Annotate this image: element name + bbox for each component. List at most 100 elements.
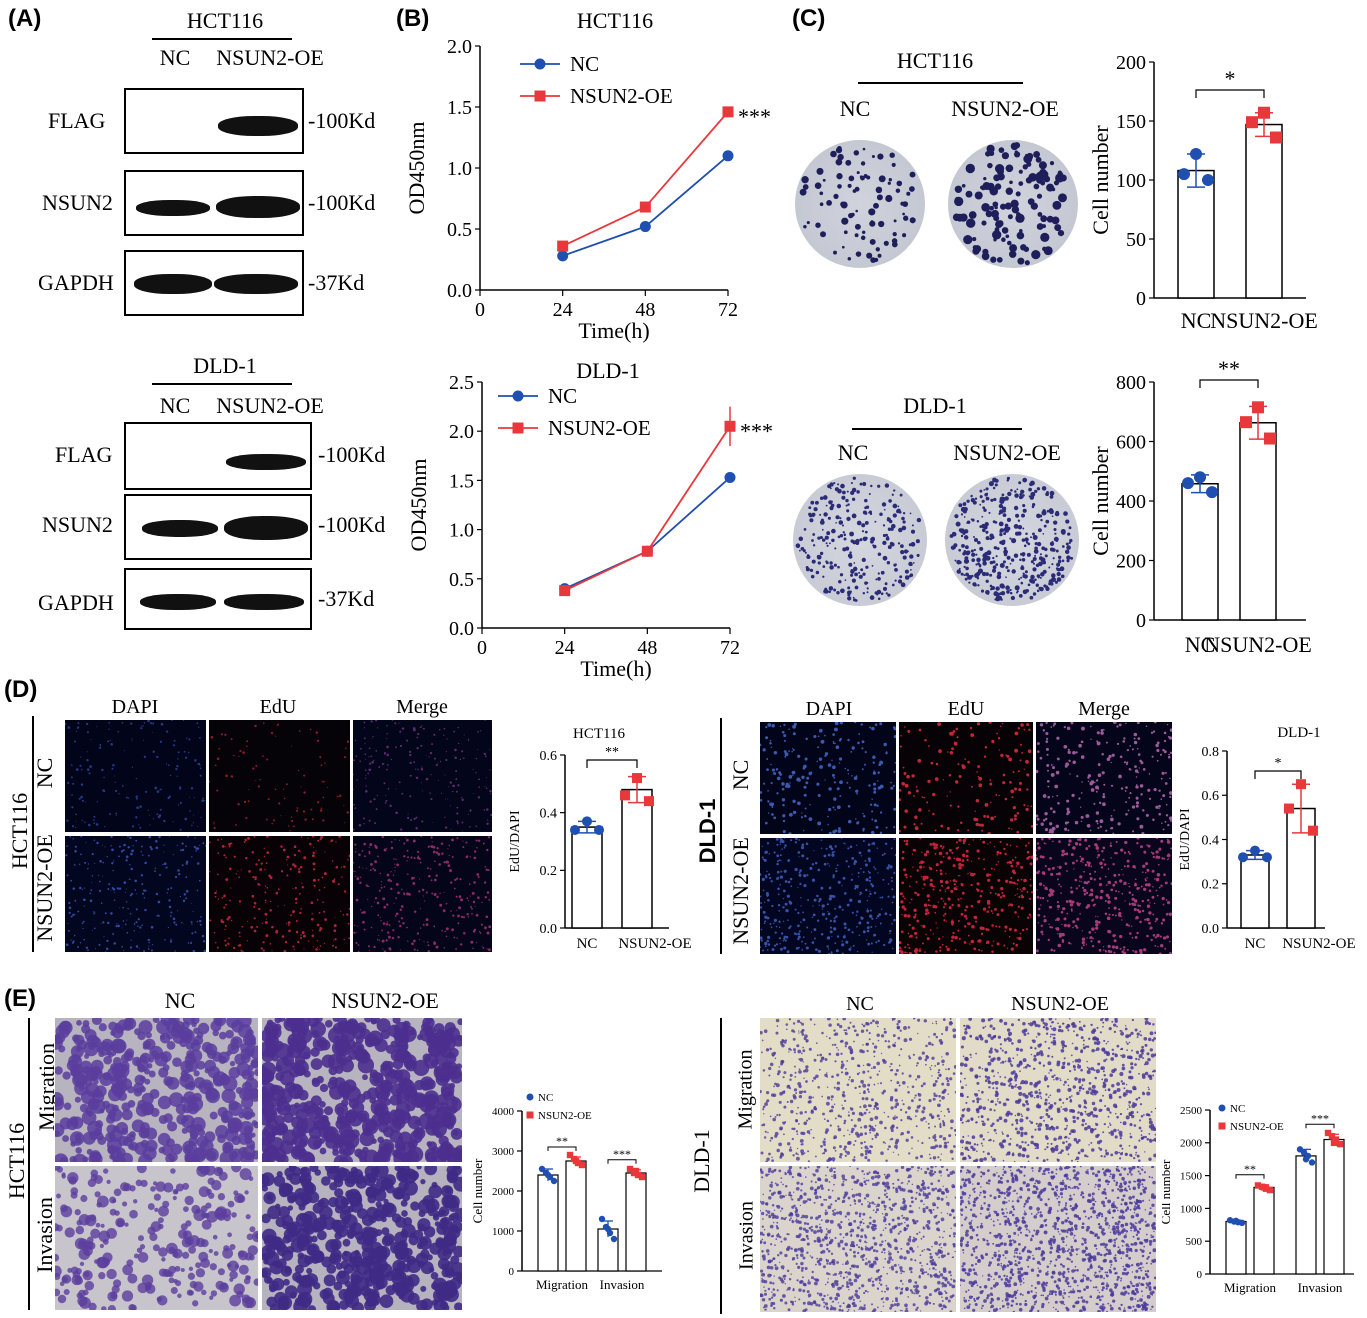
significance-bracket (1235, 1174, 1265, 1179)
data-point (1308, 1159, 1316, 1166)
bar (1177, 169, 1215, 299)
colony-dish-oe (945, 474, 1079, 606)
y-tick-label: 0.2 (1202, 878, 1220, 893)
line-chart-hct116: HCT116 0.0 0.5 1.0 1.5 2.0 0 24 48 72 Time(h) OD450… (404, 8, 771, 343)
y-tick-label: 2000 (1180, 1138, 1203, 1150)
colony-group-nc: NC (839, 96, 871, 121)
legend-label: NSUN2-OE (1230, 1121, 1284, 1133)
y-tick-label: 0 (1136, 288, 1146, 310)
significance-marker: *** (1311, 1111, 1329, 1125)
y-axis-label: OD450nm (406, 459, 431, 552)
blot-cell-line: DLD-1 (193, 353, 257, 378)
blot-image (124, 422, 312, 490)
transwell-row-label: Migration (734, 1049, 757, 1130)
y-tick-label: 0.4 (1202, 833, 1220, 848)
data-point (1206, 486, 1218, 499)
panel-label-b: (B) (396, 5, 430, 32)
significance-bracket (1195, 89, 1265, 98)
y-tick-label: 200 (1116, 551, 1146, 573)
bar (571, 826, 603, 929)
y-tick-label: 0.8 (1202, 745, 1220, 760)
blot-group-nc: NC (159, 45, 191, 70)
y-tick-label: 0 (509, 1266, 515, 1278)
significance-marker: *** (738, 104, 771, 129)
data-point (1262, 852, 1272, 863)
blot-size-marker: -37Kd (318, 586, 375, 611)
data-point (1332, 1136, 1340, 1143)
y-axis-label: EdU/DAPI (508, 810, 523, 873)
data-point (559, 585, 571, 597)
data-point (1328, 1133, 1336, 1140)
data-point (634, 1171, 642, 1179)
data-point (544, 1171, 552, 1179)
y-tick-label: 0.5 (447, 219, 472, 241)
x-tick-label: 72 (718, 299, 738, 321)
blot-row-label: FLAG (48, 108, 106, 133)
data-point (610, 1235, 618, 1243)
colony-group-oe: NSUN2-OE (953, 440, 1061, 465)
legend-label: NSUN2-OE (538, 1110, 592, 1122)
blot-image (124, 568, 312, 630)
transwell-row-label: Invasion (735, 1201, 758, 1270)
colony-cell-line: DLD-1 (903, 393, 967, 418)
significance-bracket (1254, 770, 1302, 779)
data-point (1250, 845, 1260, 856)
data-point (626, 1165, 634, 1173)
significance-marker: *** (740, 418, 773, 443)
edu-col-label: DAPI (111, 696, 159, 718)
data-point (557, 250, 569, 262)
colony-dish-nc (793, 474, 927, 606)
y-axis-label: EdU/DAPI (1178, 808, 1193, 871)
bar-chart-transwell-hct116: 0 1000 2000 3000 4000 Cell number Migration ** I… (472, 1092, 662, 1292)
legend-marker (1218, 1122, 1226, 1130)
x-tick-label: 0 (475, 299, 485, 321)
blot-image (124, 494, 312, 560)
data-point (1252, 401, 1264, 414)
x-tick-label: NC (1185, 632, 1216, 657)
data-point (1238, 852, 1248, 863)
edu-row-label: NC (728, 759, 753, 791)
bar (1240, 854, 1270, 929)
data-point (550, 1177, 558, 1185)
y-tick-label: 100 (1116, 170, 1146, 192)
x-tick-label: Migration (1224, 1280, 1276, 1295)
bar-chart-edu-hct116: HCT116 0.0 0.2 0.4 0.6 EdU/DAPI NC NSUN2-OE ** (508, 726, 692, 952)
y-tick-label: 1500 (1180, 1170, 1203, 1182)
x-tick-label: 24 (555, 637, 575, 659)
bar (1245, 123, 1283, 299)
bar (621, 788, 653, 929)
x-tick-label: NSUN2-OE (1210, 308, 1318, 333)
y-tick-label: 0.5 (449, 569, 474, 591)
blot-row-label: NSUN2 (42, 512, 113, 537)
x-tick-label: Migration (536, 1277, 588, 1292)
x-tick-label: 72 (720, 637, 740, 659)
y-axis-label: OD450nm (404, 122, 429, 215)
legend-label: NC (1230, 1103, 1245, 1115)
blot-row-label: GAPDH (38, 270, 114, 295)
y-tick-label: 0.0 (1202, 922, 1220, 937)
data-point (1194, 471, 1206, 484)
data-point (604, 1225, 612, 1233)
blot-group-nc: NC (159, 393, 191, 418)
chart-title: DLD-1 (576, 358, 640, 383)
data-point (1202, 174, 1214, 186)
bar-chart-transwell-dld1: 0 500 1000 1500 2000 2500 Cell number Migration… (1162, 1103, 1354, 1295)
data-point (557, 240, 569, 252)
y-tick-label: 0.4 (540, 807, 558, 822)
x-tick-label: NSUN2-OE (618, 936, 691, 952)
edu-col-label: EdU (947, 698, 985, 720)
y-tick-label: 0.0 (447, 280, 472, 302)
significance-marker: ** (556, 1134, 568, 1148)
data-point (1258, 106, 1270, 119)
y-tick-label: 0.0 (540, 922, 558, 937)
blot-image (124, 250, 304, 316)
data-point (1246, 116, 1258, 129)
significance-marker: * (1225, 66, 1236, 91)
data-point (632, 773, 642, 784)
y-tick-label: 1.0 (449, 520, 474, 542)
data-point (1284, 803, 1294, 814)
colony-group-nc: NC (837, 440, 869, 465)
legend-marker (526, 1093, 534, 1101)
colony-dish-oe (948, 140, 1078, 268)
blot-image (124, 170, 304, 236)
